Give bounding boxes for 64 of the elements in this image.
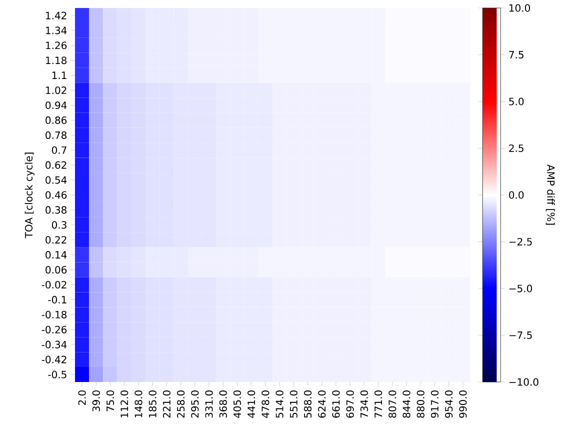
y-tick-label: 0.22 (46, 236, 66, 244)
x-tick-label: 954.0 (445, 390, 453, 418)
x-tick-label: 771.0 (374, 390, 382, 418)
x-tick-label: 368.0 (219, 390, 227, 418)
color-bar-label: 10.0 (509, 4, 530, 12)
y-tick-label: -0.1 (48, 296, 66, 304)
x-tick-label: 661.0 (332, 390, 340, 418)
x-tick-label: 844.0 (402, 390, 410, 418)
y-tick-label: -0.02 (42, 280, 66, 289)
y-tick-label: -0.34 (42, 340, 67, 348)
y-tick-label: 0.78 (46, 131, 67, 139)
y-tick-label: -0.26 (42, 326, 67, 334)
x-tick-label: 148.0 (134, 390, 142, 418)
y-tick-label: 1.1 (52, 72, 66, 79)
y-tick-label: 0.38 (46, 206, 67, 214)
y-tick-label: 0.14 (46, 251, 67, 259)
x-tick-label: 478.0 (262, 390, 270, 418)
y-tick-label: 0.7 (52, 146, 66, 154)
x-tick-label: 624.0 (318, 390, 326, 418)
y-tick-label: 0.62 (46, 161, 66, 169)
y-tick-label: -0.18 (42, 310, 67, 318)
x-tick-label: 405.0 (233, 390, 242, 418)
y-tick-label: -0.42 (42, 356, 66, 364)
y-tick-label: 0.54 (46, 176, 67, 184)
y-axis-title: TOA [clock cycle] (24, 152, 34, 238)
y-tick-label: 1.34 (46, 26, 67, 34)
x-tick-label: 75.0 (106, 390, 114, 412)
color-bar-label: −7.5 (509, 332, 532, 339)
x-tick-label: 588.0 (304, 390, 312, 418)
y-tick-label: 0.46 (46, 191, 67, 199)
color-bar-label: −5.0 (509, 284, 532, 292)
x-tick-label: 2.0 (78, 390, 86, 405)
y-tick-label: 1.26 (46, 42, 67, 50)
x-tick-label: 112.0 (120, 390, 128, 418)
color-bar-label: 5.0 (509, 98, 524, 106)
x-tick-label: 185.0 (148, 390, 156, 418)
color-bar-label: −2.5 (509, 238, 532, 246)
y-tick-label: 0.3 (52, 221, 66, 229)
x-tick-label: 39.0 (92, 390, 100, 412)
color-bar-label: 0.0 (509, 191, 524, 199)
x-tick-label: 880.0 (416, 390, 424, 418)
y-tick-label: -0.5 (48, 370, 66, 378)
x-tick-label: 734.0 (360, 390, 368, 418)
x-tick-label: 917.0 (430, 390, 439, 418)
x-tick-label: 331.0 (205, 390, 213, 418)
x-tick-label: 990.0 (459, 390, 467, 418)
x-tick-label: 514.0 (276, 390, 284, 418)
x-tick-label: 551.0 (290, 390, 298, 418)
x-tick-label: 295.0 (191, 390, 199, 418)
color-bar-title: AMP diff [%] (546, 164, 555, 225)
x-tick-label: 807.0 (388, 390, 396, 418)
color-bar-label: 2.5 (509, 144, 524, 152)
color-bar-label: −10.0 (509, 378, 538, 386)
color-bar-label: 7.5 (509, 51, 524, 58)
x-tick-label: 258.0 (177, 390, 185, 418)
x-tick-label: 221.0 (162, 390, 170, 418)
x-tick-label: 441.0 (248, 390, 256, 418)
y-tick-label: 1.18 (46, 56, 67, 64)
x-tick-label: 697.0 (346, 390, 354, 418)
y-tick-label: 0.94 (46, 101, 67, 110)
y-tick-label: 0.06 (46, 266, 67, 274)
y-tick-label: 0.86 (46, 116, 67, 124)
y-tick-label: 1.02 (46, 86, 66, 94)
y-tick-label: 1.42 (46, 12, 66, 20)
